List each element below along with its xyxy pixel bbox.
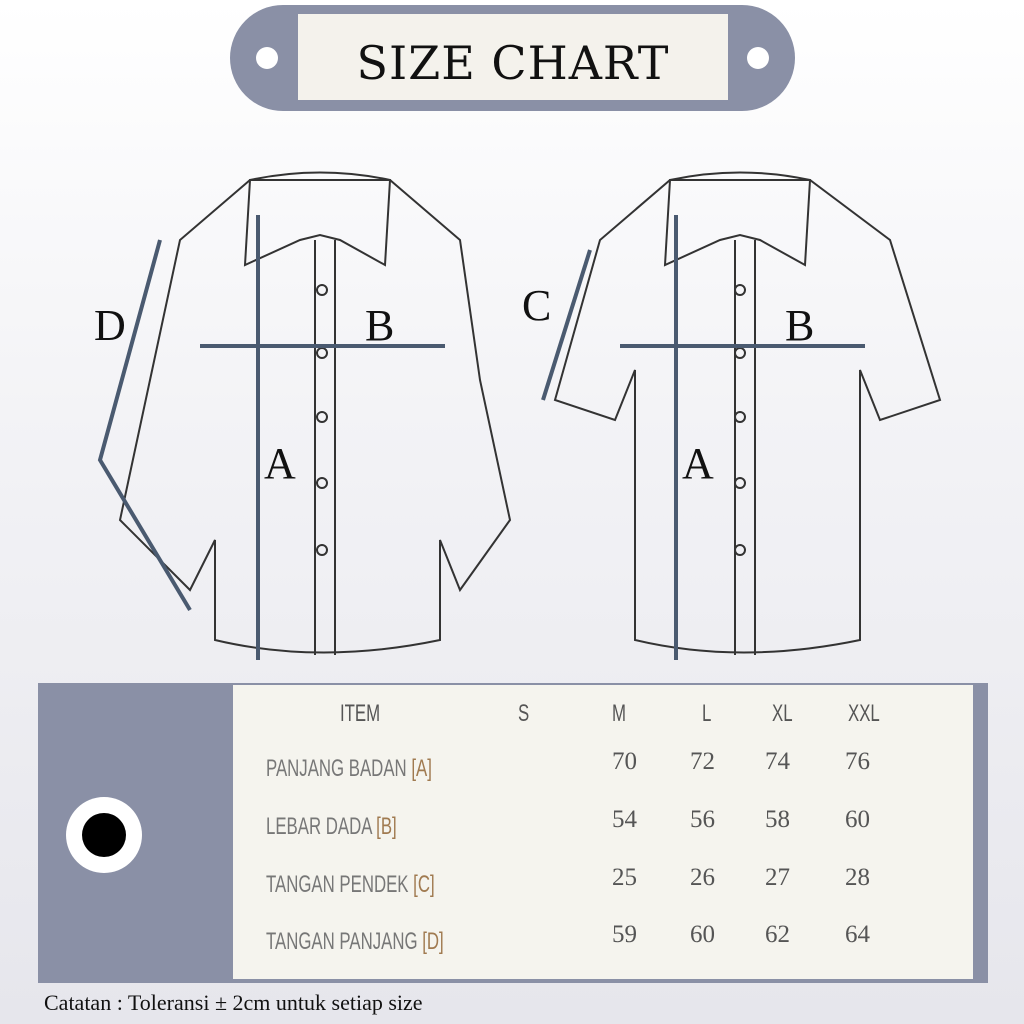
item-name: LEBAR DADA [266, 813, 372, 840]
header-xxl: XXL [848, 700, 880, 727]
header-xl: XL [772, 700, 793, 727]
label-b: B [365, 301, 394, 350]
table-cell: 59 [612, 921, 637, 948]
size-table [233, 685, 973, 979]
tag-hole [256, 47, 278, 69]
shirt-diagram: D B A C B A [94, 171, 942, 660]
item-code: [B] [376, 813, 397, 840]
header-l: L [702, 700, 712, 727]
item-code: [C] [413, 871, 435, 898]
table-cell: 60 [845, 806, 870, 833]
label-c: C [522, 281, 551, 330]
table-row-label: TANGAN PENDEK [C] [266, 871, 435, 899]
header-m: M [612, 700, 626, 727]
table-cell: 28 [845, 864, 870, 891]
table-cell: 74 [765, 748, 790, 775]
short-sleeve-shirt: C B A [522, 171, 942, 660]
tolerance-note: Catatan : Toleransi ± 2cm untuk setiap s… [44, 990, 423, 1015]
long-sleeve-shirt: D B A [94, 171, 512, 660]
header-item: ITEM [340, 700, 381, 727]
table-cell: 54 [612, 806, 637, 833]
table-cell: 56 [690, 806, 715, 833]
table-cell: 60 [690, 921, 715, 948]
item-code: [A] [411, 755, 432, 782]
label-a: A [682, 439, 714, 488]
header-s: S [518, 700, 530, 727]
page-title: SIZE CHART [356, 36, 670, 90]
item-name: TANGAN PANJANG [266, 928, 418, 955]
tag-hole [747, 47, 769, 69]
item-name: TANGAN PENDEK [266, 871, 409, 898]
label-a: A [264, 439, 296, 488]
title-label: SIZE CHART [298, 14, 728, 100]
table-cell: 76 [845, 748, 870, 775]
table-cell: 58 [765, 806, 790, 833]
item-name: PANJANG BADAN [266, 755, 407, 782]
table-cell: 64 [845, 921, 870, 948]
label-b: B [785, 301, 814, 350]
item-code: [D] [422, 928, 444, 955]
table-cell: 72 [690, 748, 715, 775]
table-cell: 62 [765, 921, 790, 948]
table-cell: 26 [690, 864, 715, 891]
table-row-label: PANJANG BADAN [A] [266, 755, 432, 783]
table-cell: 27 [765, 864, 790, 891]
label-d: D [94, 301, 126, 350]
decorative-hole-icon [66, 797, 142, 873]
table-cell: 25 [612, 864, 637, 891]
table-row-label: TANGAN PANJANG [D] [266, 928, 444, 956]
table-row-label: LEBAR DADA [B] [266, 813, 397, 841]
table-cell: 70 [612, 748, 637, 775]
